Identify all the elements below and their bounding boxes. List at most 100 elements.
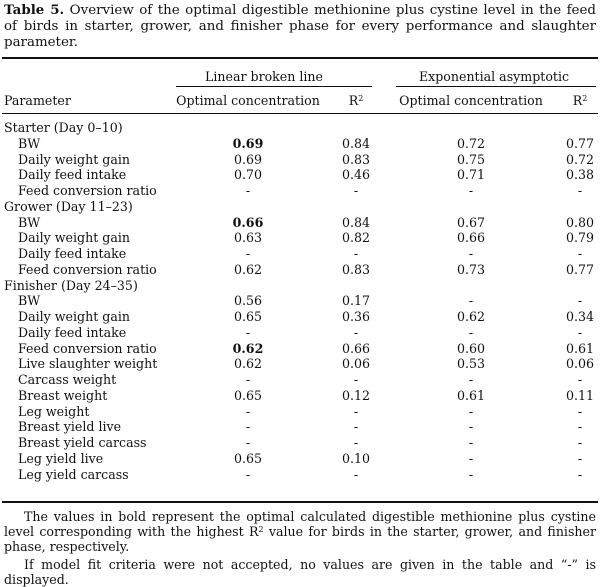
column-header-exponential-r2: R2 (572, 93, 588, 108)
row-parameter: Daily weight gain (18, 151, 130, 167)
row-linear-optimal: 0.62 (233, 261, 263, 277)
row-exponential-optimal: 0.62 (456, 309, 486, 324)
row-exponential-r2: - (577, 372, 583, 387)
row-parameter: Breast weight (18, 387, 108, 403)
row-parameter: Daily feed intake (18, 246, 127, 261)
row-linear-optimal: 0.65 (233, 450, 263, 466)
row-parameter: Feed conversion ratio (18, 261, 157, 277)
row-exponential-optimal: - (468, 466, 474, 482)
top-rule (2, 57, 598, 59)
row-linear-r2: - (353, 183, 359, 198)
row-linear-optimal: - (245, 324, 251, 340)
row-linear-r2: - (353, 435, 359, 450)
row-linear-optimal: 0.69 (232, 135, 264, 151)
row-linear-optimal: - (245, 403, 251, 419)
row-linear-r2: 0.83 (341, 261, 371, 277)
row-parameter: Daily feed intake (18, 324, 127, 340)
column-header-parameter: Parameter (4, 93, 71, 108)
caption-text: Overview of the optimal digestible methi… (4, 3, 596, 50)
section-label: Finisher (Day 24–35) (4, 277, 138, 293)
row-parameter: BW (18, 293, 41, 309)
row-exponential-optimal: - (468, 419, 474, 435)
row-linear-optimal: - (245, 419, 251, 435)
row-exponential-optimal: 0.60 (456, 340, 486, 356)
row-exponential-r2: 0.80 (565, 214, 595, 230)
row-exponential-r2: - (577, 435, 583, 450)
row-linear-r2: 0.83 (341, 151, 371, 167)
row-exponential-r2: - (577, 450, 583, 466)
row-parameter: Feed conversion ratio (18, 183, 157, 198)
section-label: Starter (Day 0–10) (4, 120, 123, 135)
row-linear-r2: - (353, 403, 359, 419)
row-linear-optimal: - (245, 435, 251, 450)
row-parameter: Daily weight gain (18, 230, 130, 246)
group-rule-exponential (396, 86, 596, 87)
row-exponential-optimal: - (468, 183, 474, 198)
column-header-linear-optimal: Optimal concentration (176, 93, 320, 108)
row-exponential-r2: - (577, 419, 583, 435)
caption-label: Table 5. (4, 2, 65, 18)
row-exponential-r2: 0.72 (565, 151, 595, 167)
row-exponential-r2: 0.38 (565, 167, 595, 183)
row-linear-r2: 0.10 (341, 450, 371, 466)
row-linear-r2: 0.06 (341, 356, 371, 372)
row-exponential-optimal: - (468, 293, 474, 309)
row-linear-r2: 0.36 (341, 309, 371, 324)
row-parameter: Breast yield live (18, 419, 122, 435)
row-linear-optimal: 0.70 (233, 167, 263, 183)
row-linear-optimal: 0.65 (233, 309, 263, 324)
row-exponential-r2: 0.11 (565, 387, 595, 403)
row-linear-r2: 0.17 (341, 293, 371, 309)
header-rule (2, 113, 598, 114)
group-header-exponential: Exponential asymptotic (418, 69, 570, 84)
row-exponential-optimal: - (468, 246, 474, 261)
group-rule-linear (176, 86, 372, 87)
row-linear-optimal: - (245, 466, 251, 482)
row-exponential-optimal: 0.61 (456, 387, 486, 403)
row-exponential-optimal: 0.72 (456, 135, 486, 151)
row-exponential-r2: - (577, 183, 583, 198)
row-linear-optimal: - (245, 183, 251, 198)
row-linear-r2: - (353, 324, 359, 340)
row-exponential-r2: - (577, 246, 583, 261)
row-linear-r2: 0.46 (341, 167, 371, 183)
row-parameter: Leg weight (18, 403, 90, 419)
row-parameter: Feed conversion ratio (18, 340, 157, 356)
row-linear-optimal: - (245, 246, 251, 261)
row-linear-r2: - (353, 466, 359, 482)
row-parameter: Leg yield live (18, 450, 104, 466)
bottom-rule (2, 501, 598, 503)
row-parameter: Live slaughter weight (18, 356, 158, 372)
footnote-bold-explanation: The values in bold represent the optimal… (4, 509, 597, 554)
row-exponential-r2: - (577, 293, 583, 309)
row-exponential-r2: - (577, 324, 583, 340)
row-exponential-r2: - (577, 403, 583, 419)
row-parameter: Breast yield carcass (18, 435, 147, 450)
row-exponential-r2: 0.06 (565, 356, 595, 372)
row-parameter: Daily feed intake (18, 167, 127, 183)
section-label: Grower (Day 11–23) (4, 198, 133, 214)
row-parameter: Daily weight gain (18, 309, 130, 324)
group-header-linear: Linear broken line (205, 69, 323, 84)
row-linear-optimal: 0.63 (233, 230, 263, 246)
row-linear-optimal: 0.66 (232, 214, 264, 230)
row-exponential-r2: 0.77 (565, 261, 595, 277)
row-exponential-optimal: 0.71 (456, 167, 486, 183)
row-exponential-r2: 0.79 (565, 230, 595, 246)
row-linear-optimal: 0.62 (233, 356, 263, 372)
row-exponential-optimal: 0.53 (456, 356, 486, 372)
row-linear-optimal: - (245, 372, 251, 387)
row-exponential-optimal: 0.73 (456, 261, 486, 277)
row-linear-optimal: 0.62 (232, 340, 264, 356)
row-exponential-r2: 0.61 (565, 340, 595, 356)
row-exponential-optimal: 0.66 (456, 230, 486, 246)
row-exponential-optimal: - (468, 324, 474, 340)
row-linear-optimal: 0.56 (233, 293, 263, 309)
column-header-linear-r2: R2 (348, 93, 364, 108)
row-exponential-r2: 0.34 (565, 309, 595, 324)
column-header-exponential-optimal: Optimal concentration (399, 93, 543, 108)
row-exponential-optimal: - (468, 372, 474, 387)
row-linear-r2: - (353, 419, 359, 435)
row-linear-r2: 0.82 (341, 230, 371, 246)
